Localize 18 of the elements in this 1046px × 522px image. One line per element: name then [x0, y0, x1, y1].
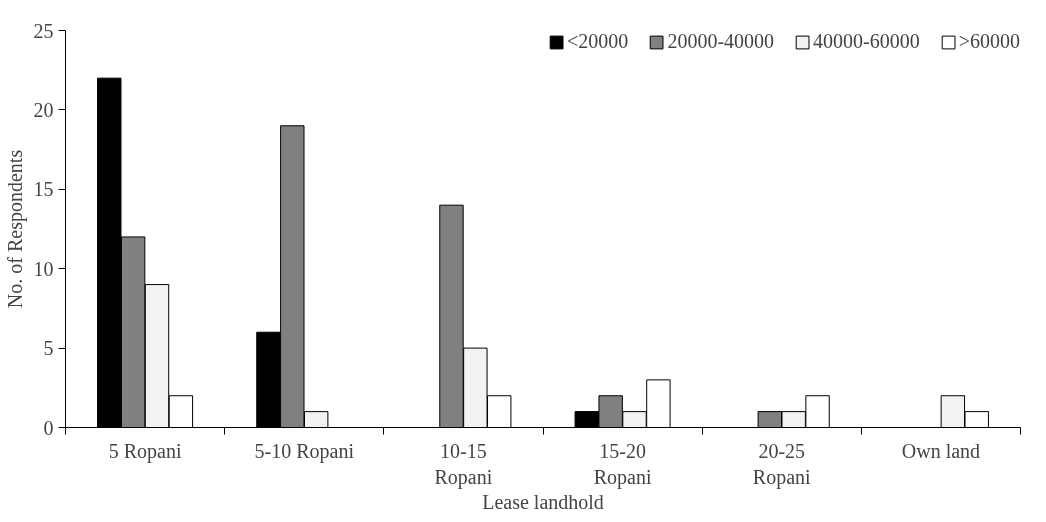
x-tick-label: 15-20 Ropani [593, 439, 652, 489]
legend-label: 20000-40000 [667, 30, 775, 53]
y-axis-title: No. of Respondents [3, 149, 27, 309]
legend-label: >60000 [958, 30, 1020, 53]
x-tick-label: 5 Ropani [108, 439, 182, 463]
legend-label: <20000 [567, 30, 629, 53]
x-tick-label: 5-10 Ropani [254, 439, 355, 463]
y-tick-label: 10 [33, 257, 54, 280]
x-tick-label: Own land [901, 439, 981, 462]
x-axis-title: Lease landhold [482, 490, 604, 513]
x-tick-label: 10-15 Ropani [434, 439, 493, 489]
y-tick-label: 5 [43, 337, 54, 360]
y-tick-label: 20 [33, 98, 54, 121]
x-tick-label: 20-25 Ropani [752, 439, 812, 489]
y-tick-label: 15 [33, 178, 54, 201]
y-tick-label: 25 [33, 19, 54, 42]
legend-label: 40000-60000 [813, 30, 920, 53]
y-tick-label: 0 [43, 416, 54, 439]
